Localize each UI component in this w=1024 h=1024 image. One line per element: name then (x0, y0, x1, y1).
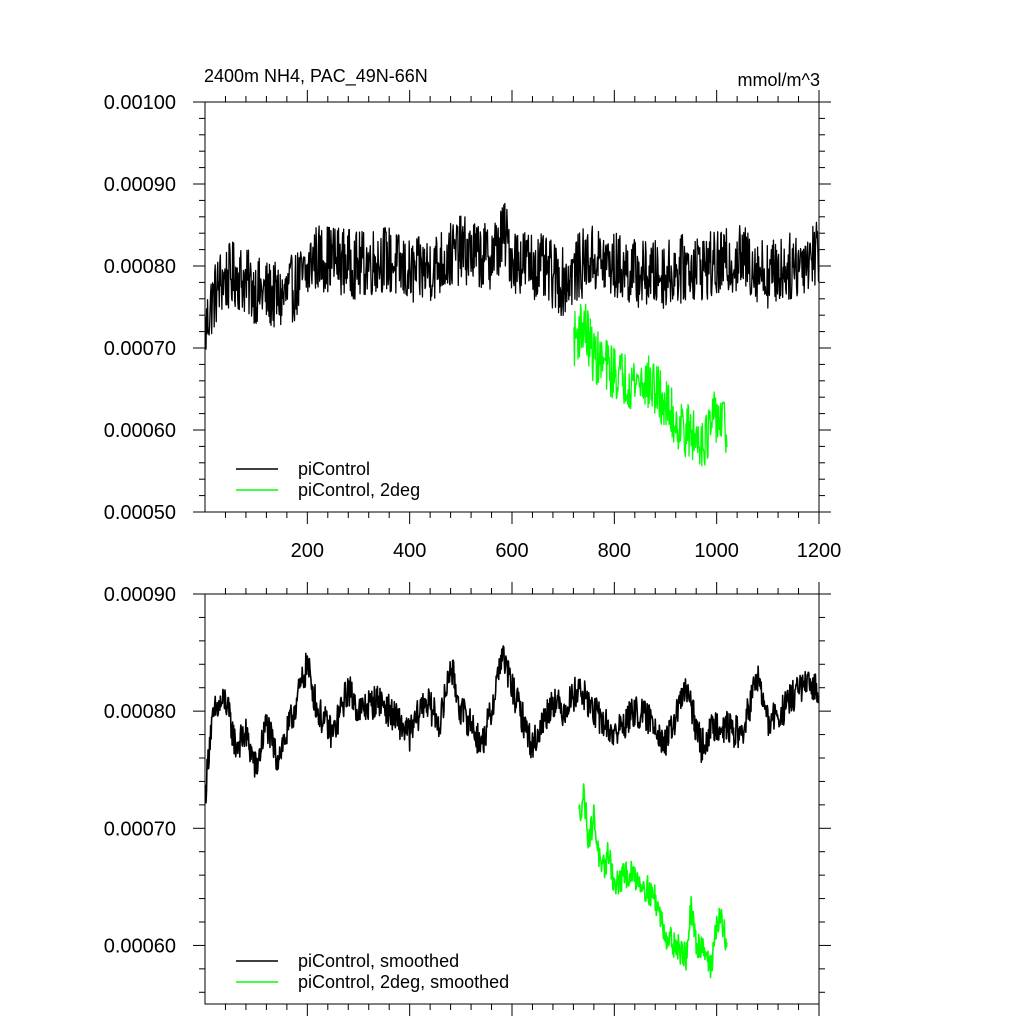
x-tick-label: 600 (495, 540, 528, 562)
legend-label: piControl (298, 459, 370, 479)
y-tick-label: 0.00090 (104, 174, 176, 196)
y-tick-label: 0.00100 (104, 92, 176, 114)
x-tick-label: 1200 (797, 540, 842, 562)
ticks-layer: 200 400 600 800 1000 1200 0.00050 0.00060 0.0007… (104, 90, 842, 562)
legend-label: piControl, 2deg, smoothed (298, 972, 509, 992)
y-tick-label: 0.00070 (104, 818, 176, 840)
y-tick-label: 0.00070 (104, 338, 176, 360)
series-line-picontrol-smoothed (204, 645, 820, 804)
y-tick-label: 0.00080 (104, 701, 176, 723)
chart-title: 2400m NH4, PAC_49N-66N (204, 66, 428, 87)
ticks-layer: 0.00060 0.00070 0.00080 0.00090 (104, 582, 831, 1016)
y-tick-label: 0.00080 (104, 256, 176, 278)
series-layer (204, 645, 820, 979)
y-tick-label: 0.00060 (104, 420, 176, 442)
units-label: mmol/m^3 (738, 70, 820, 90)
legend-label: piControl, 2deg (298, 480, 420, 500)
y-tick-label: 0.00050 (104, 502, 176, 524)
panel-bottom: 0.00060 0.00070 0.00080 0.00090 piControl, … (104, 582, 831, 1016)
y-tick-label: 0.00090 (104, 584, 176, 606)
series-line-picontrol-2deg (573, 303, 728, 467)
series-layer (204, 202, 820, 467)
series-line-picontrol (204, 202, 820, 350)
y-tick-label: 0.00060 (104, 935, 176, 957)
legend-label: piControl, smoothed (298, 951, 459, 971)
series-line-picontrol-2deg-smoothed (578, 783, 728, 979)
x-tick-label: 800 (598, 540, 631, 562)
x-tick-label: 400 (393, 540, 426, 562)
x-tick-label: 200 (291, 540, 324, 562)
x-tick-label: 1000 (694, 540, 739, 562)
panel-top: 2400m NH4, PAC_49N-66N mmol/m^3 200 400 60… (104, 66, 842, 562)
